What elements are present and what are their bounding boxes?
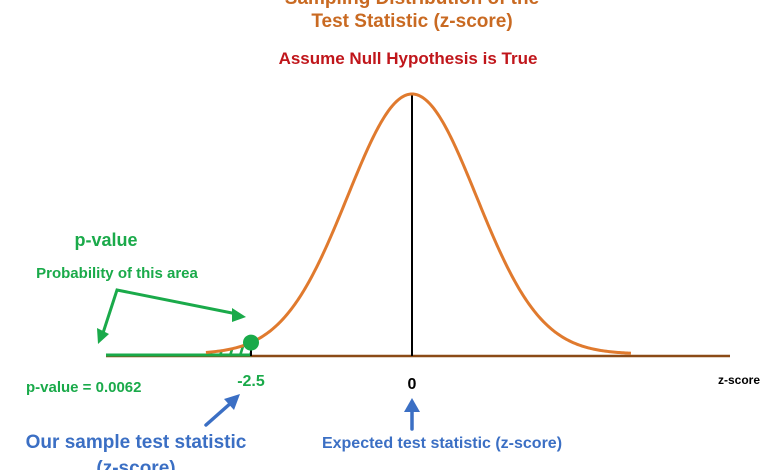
normal-curve: [205, 92, 632, 355]
assumption-label: Assume Null Hypothesis is True: [279, 49, 538, 68]
test-statistic-value: -2.5: [237, 373, 265, 390]
x-axis-label: z-score: [718, 373, 760, 387]
double-arrow-pointer-icon: [97, 288, 246, 344]
p-value-heading: p-value: [74, 230, 137, 250]
hatch-line: [190, 316, 202, 356]
hatch-line: [110, 316, 122, 356]
hatch-line: [160, 316, 172, 356]
test-statistic-point: [243, 334, 259, 351]
hatch-line: [238, 342, 251, 356]
hatch-line: [290, 316, 302, 356]
p-value-result: p-value = 0.0062: [26, 379, 142, 396]
hatch-line: [170, 316, 182, 356]
diagram-title-line2: Test Statistic (z-score): [311, 11, 512, 32]
hatch-line: [205, 342, 214, 356]
diagram-title-line1: Sampling Distribution of the: [285, 0, 539, 9]
hatch-line: [300, 316, 312, 356]
hatch-line: [150, 316, 162, 356]
center-value: 0: [408, 376, 417, 393]
arrow-up-icon: [404, 398, 420, 431]
sample-statistic-caption-unit: (z-score): [96, 458, 175, 470]
hatch-line: [140, 316, 152, 356]
sample-statistic-caption: Our sample test statistic: [26, 432, 247, 453]
expected-statistic-caption: Expected test statistic (z-score): [322, 435, 562, 452]
hatch-line: [180, 316, 192, 356]
hatch-line: [120, 316, 132, 356]
hatch-line: [130, 316, 142, 356]
arrow-up-right-icon: [204, 394, 240, 427]
p-value-description: Probability of this area: [36, 265, 198, 282]
